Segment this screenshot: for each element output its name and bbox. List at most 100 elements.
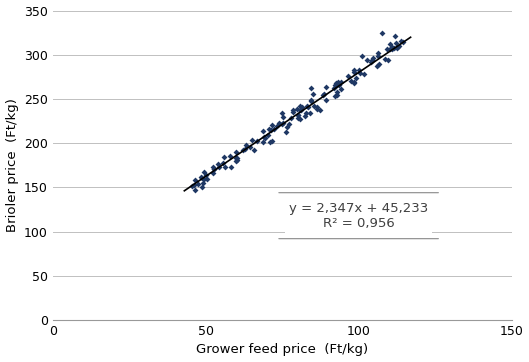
Point <box>306 97 315 103</box>
Point <box>303 103 311 109</box>
Point <box>268 122 277 128</box>
Point <box>316 107 324 113</box>
Point <box>282 124 291 130</box>
Point <box>190 182 198 188</box>
Point <box>384 56 392 62</box>
Point <box>350 70 358 75</box>
Point <box>198 184 207 190</box>
Point <box>390 45 398 51</box>
Point <box>313 106 322 112</box>
Point <box>215 164 223 170</box>
Point <box>232 149 241 155</box>
Point <box>232 155 240 161</box>
Point <box>351 75 360 80</box>
Point <box>369 55 377 60</box>
Point <box>209 167 218 172</box>
Point <box>388 46 396 52</box>
Point <box>381 56 389 62</box>
Point <box>374 51 382 56</box>
Point <box>208 164 217 170</box>
Point <box>232 158 241 164</box>
Point <box>295 103 304 109</box>
X-axis label: Grower feed price  (Ft/kg): Grower feed price (Ft/kg) <box>196 344 368 357</box>
Point <box>294 112 302 118</box>
Point <box>396 38 405 44</box>
Point <box>386 41 394 47</box>
Point <box>388 44 396 50</box>
Point <box>356 71 364 76</box>
Point <box>203 176 211 182</box>
Point <box>330 85 339 91</box>
Point <box>294 112 303 118</box>
Point <box>319 92 327 98</box>
Point <box>391 40 400 46</box>
Point <box>267 127 276 133</box>
Point <box>200 169 209 175</box>
Point <box>278 110 286 115</box>
Point <box>270 126 278 131</box>
Point <box>358 53 366 59</box>
Point <box>278 121 286 126</box>
Point <box>390 34 399 39</box>
Point <box>334 82 343 88</box>
Point <box>190 186 199 192</box>
Point <box>225 153 234 159</box>
Y-axis label: Brioler price  (Ft/kg): Brioler price (Ft/kg) <box>6 98 19 232</box>
Point <box>214 161 223 167</box>
Point <box>309 103 318 109</box>
Point <box>294 115 303 121</box>
Point <box>252 138 261 144</box>
Point <box>296 107 304 113</box>
Point <box>197 174 205 180</box>
Point <box>242 142 251 148</box>
Point <box>233 157 241 163</box>
Point <box>233 155 241 161</box>
Point <box>350 80 358 86</box>
Point <box>246 144 254 150</box>
Point <box>263 132 272 138</box>
Point <box>375 61 384 67</box>
Point <box>337 87 345 92</box>
Point <box>285 121 293 127</box>
Point <box>219 160 227 166</box>
Point <box>334 80 342 85</box>
Point <box>333 93 341 98</box>
Point <box>331 83 340 88</box>
Point <box>250 147 258 153</box>
Point <box>259 129 267 134</box>
Point <box>191 177 199 182</box>
Point <box>320 91 329 97</box>
Point <box>359 72 368 77</box>
Point <box>194 181 202 187</box>
Point <box>333 82 341 88</box>
Point <box>260 134 269 140</box>
Point <box>200 176 208 182</box>
Point <box>188 183 196 189</box>
Point <box>336 79 345 84</box>
Point <box>199 180 208 186</box>
Point <box>382 46 391 52</box>
Point <box>363 57 371 63</box>
Point <box>279 121 288 126</box>
Point <box>288 110 297 115</box>
Point <box>220 154 229 160</box>
Point <box>297 107 305 113</box>
Point <box>268 138 276 144</box>
Point <box>240 146 249 152</box>
Point <box>322 97 330 102</box>
Point <box>202 172 210 178</box>
Point <box>278 114 287 120</box>
Point <box>307 85 316 90</box>
Point <box>350 68 359 73</box>
Point <box>374 54 382 59</box>
Point <box>350 79 358 84</box>
Point <box>344 73 352 79</box>
Point <box>302 110 311 116</box>
Point <box>331 93 339 99</box>
Text: y = 2,347x + 45,233
R² = 0,956: y = 2,347x + 45,233 R² = 0,956 <box>289 202 428 230</box>
Point <box>288 108 297 113</box>
Point <box>221 164 230 169</box>
Point <box>306 110 314 116</box>
Point <box>275 120 284 126</box>
Point <box>393 46 401 51</box>
